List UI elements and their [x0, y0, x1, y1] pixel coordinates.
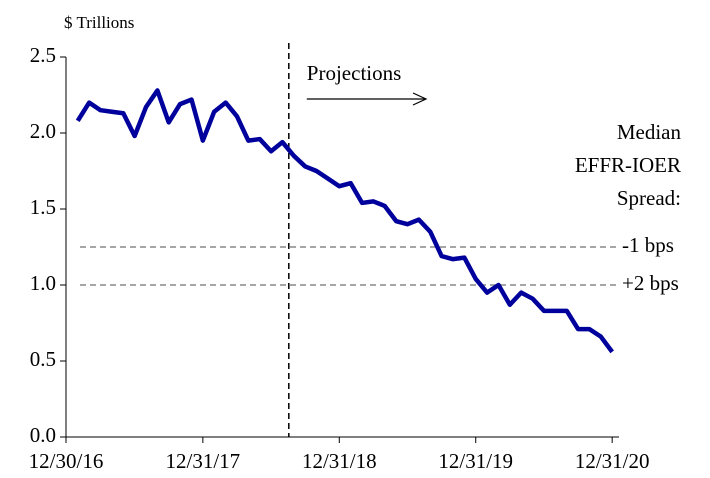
reference-title: EFFR-IOER	[575, 153, 681, 177]
x-tick-label: 12/31/17	[166, 449, 241, 473]
projection-arrowhead	[412, 92, 428, 106]
x-tick-label: 12/31/18	[302, 449, 377, 473]
reference-label: +2 bps	[622, 271, 679, 295]
series-line	[75, 88, 614, 354]
x-tick-label: 12/31/20	[575, 449, 650, 473]
y-tick-label: 0.0	[30, 423, 56, 447]
reference-label: -1 bps	[622, 233, 674, 257]
x-tick-label: 12/30/16	[29, 449, 104, 473]
y-tick-label: 1.0	[30, 271, 56, 295]
y-axis-label: $ Trillions	[64, 13, 134, 32]
reference-title: Median	[617, 120, 682, 144]
y-tick-label: 2.0	[30, 119, 56, 143]
y-tick-label: 1.5	[30, 195, 56, 219]
reference-title: Spread:	[617, 186, 681, 210]
y-tick-label: 2.5	[30, 43, 56, 67]
x-tick-label: 12/31/19	[438, 449, 513, 473]
projection-label: Projections	[307, 61, 402, 85]
y-tick-label: 0.5	[30, 347, 56, 371]
